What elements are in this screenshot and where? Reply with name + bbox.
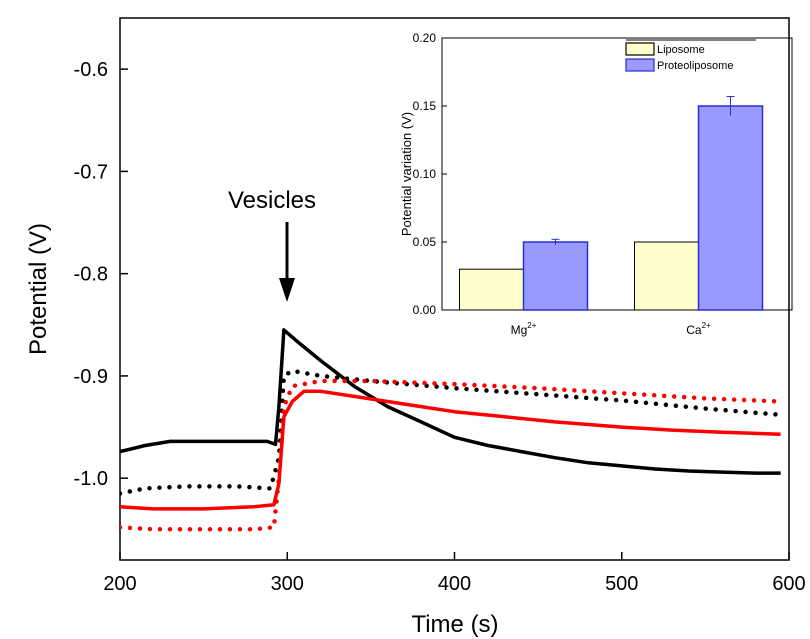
inset-y-tick-label: 0.00 [413, 303, 437, 317]
inset-bar-liposome-mg [459, 268, 524, 311]
inset-x-tick-label-sup: 2+ [702, 321, 711, 330]
x-tick-label: 300 [271, 573, 304, 595]
inset-y-tick-label: 0.05 [413, 235, 437, 249]
inset-x-tick-label: Ca2+ [686, 321, 711, 337]
vesicles-arrow-head [279, 278, 295, 302]
inset-y-tick-label: 0.15 [413, 99, 437, 113]
x-axis-title: Time (s) [411, 611, 498, 638]
y-tick-label: -1.0 [74, 468, 108, 490]
inset-x-tick-label-sup: 2+ [527, 321, 536, 330]
y-tick-label: -0.7 [74, 161, 108, 183]
inset-y-tick-label: 0.20 [413, 31, 437, 45]
main-series [120, 328, 783, 532]
inset-legend-swatch-proteoliposome [625, 58, 655, 72]
inset-legend-label: Liposome [657, 44, 705, 56]
inset-x-tick-label: Mg2+ [511, 321, 537, 337]
main-ticks: 200 300 400 500 600 -0.6 -0.7 -0.8 -0.9 -1.0 [74, 59, 806, 595]
inset-y-axis-title: Potential variation (V) [399, 112, 414, 236]
y-tick-label: -0.6 [74, 59, 108, 81]
inset-bar-proteoliposome-mg [522, 241, 589, 311]
inset-bars [459, 95, 764, 311]
x-tick-label: 500 [605, 573, 638, 595]
series-line-3 [120, 389, 781, 511]
series-line-4 [120, 378, 783, 532]
x-tick-label: 200 [103, 573, 136, 595]
vesicles-label: Vesicles [228, 187, 316, 214]
x-tick-label: 600 [772, 573, 805, 595]
inset-legend-label: Proteoliposome [657, 60, 733, 72]
y-tick-label: -0.9 [74, 366, 108, 388]
inset-x-tick-label-base: Mg [511, 323, 528, 337]
inset-bar-proteoliposome-ca [697, 105, 764, 311]
series-line-1 [120, 328, 781, 475]
x-tick-label: 400 [438, 573, 471, 595]
inset-legend-swatch-liposome [625, 42, 655, 56]
inset-bar-liposome-ca [634, 241, 699, 311]
inset-legend: Liposome Proteoliposome [625, 39, 756, 72]
inset-y-tick-label: 0.10 [413, 167, 437, 181]
y-axis-title: Potential (V) [25, 223, 52, 355]
y-tick-label: -0.8 [74, 264, 108, 286]
vesicles-annotation: Vesicles [228, 187, 316, 302]
inset-x-tick-label-base: Ca [686, 323, 702, 337]
